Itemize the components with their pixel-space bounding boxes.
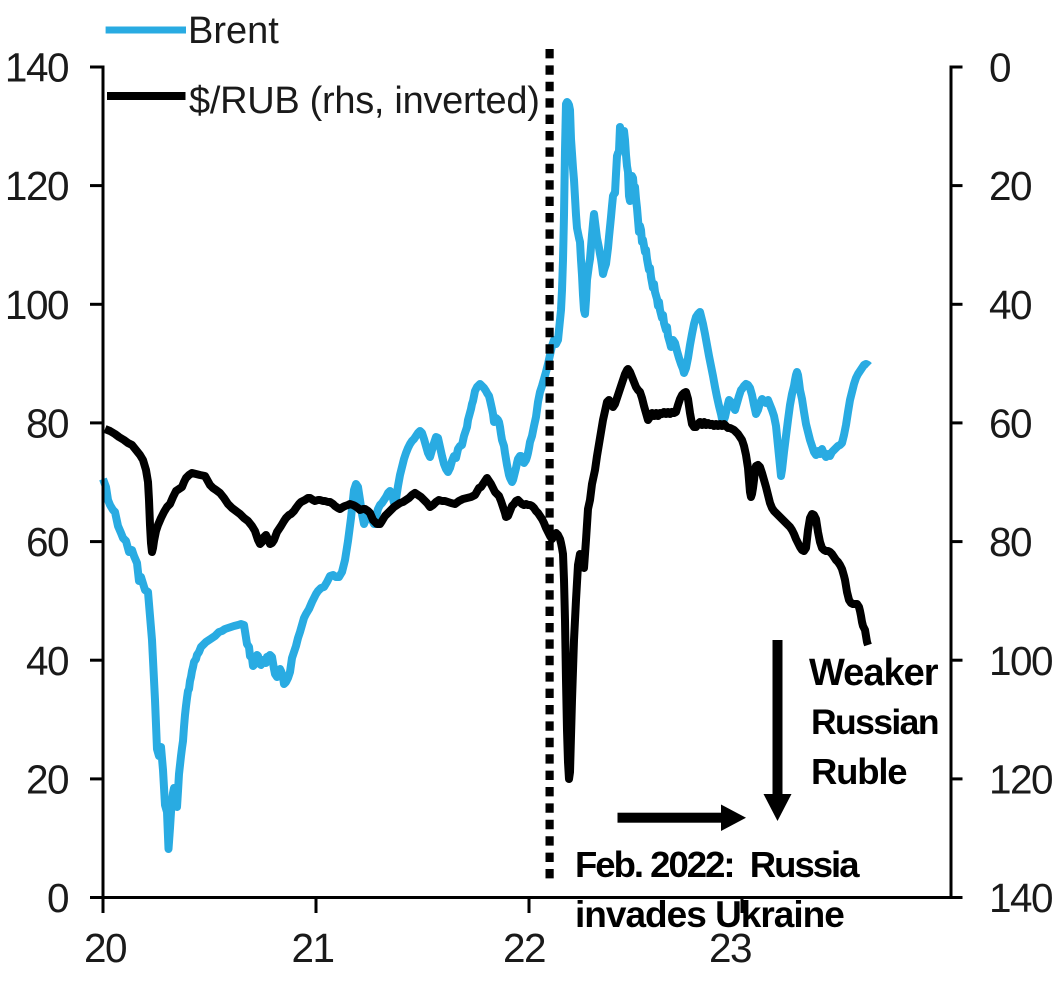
svg-text:100: 100 [5,282,68,328]
svg-text:100: 100 [989,638,1052,684]
svg-text:60: 60 [26,519,68,565]
svg-text:120: 120 [989,757,1052,803]
svg-text:22: 22 [503,925,545,971]
svg-text:20: 20 [84,925,126,971]
svg-text:80: 80 [26,401,68,447]
svg-text:20: 20 [989,163,1031,209]
svg-text:$/RUB (rhs, inverted): $/RUB (rhs, inverted) [189,80,540,122]
svg-text:60: 60 [989,401,1031,447]
svg-text:Ruble: Ruble [811,751,907,792]
svg-text:40: 40 [989,282,1031,328]
svg-text:140: 140 [989,875,1052,921]
svg-text:40: 40 [26,638,68,684]
svg-text:Russian: Russian [811,702,938,742]
svg-text:invades Ukraine: invades Ukraine [575,894,844,935]
svg-text:Feb. 2022: Russia: Feb. 2022: Russia [575,844,860,885]
svg-text:120: 120 [5,163,68,209]
svg-text:80: 80 [989,519,1031,565]
svg-text:0: 0 [47,875,68,921]
svg-text:140: 140 [5,45,68,91]
svg-text:23: 23 [709,925,751,971]
svg-text:Weaker: Weaker [809,652,939,694]
svg-text:21: 21 [291,925,333,971]
svg-text:0: 0 [989,45,1010,91]
svg-text:Brent: Brent [188,10,279,52]
svg-text:20: 20 [26,757,68,803]
